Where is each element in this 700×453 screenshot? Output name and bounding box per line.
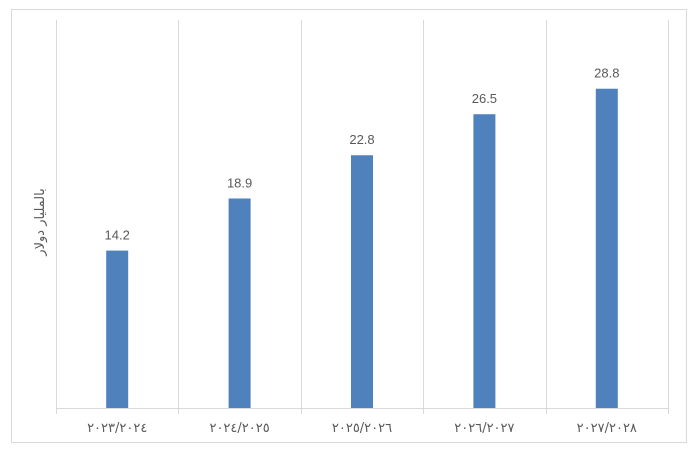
- bar: [228, 198, 251, 408]
- data-labels: 14.2 18.9 22.8 26.5 28.8: [105, 66, 620, 243]
- x-tick-label: ٢٠٢٦/٢٠٢٧: [454, 421, 514, 436]
- bars: [106, 88, 618, 408]
- bar: [595, 88, 618, 408]
- x-tick-label: ٢٠٢٥/٢٠٢٦: [332, 421, 392, 436]
- data-label: 28.8: [594, 66, 619, 81]
- data-label: 18.9: [227, 175, 252, 190]
- data-label: 26.5: [472, 91, 497, 106]
- x-tick-labels: ٢٠٢٣/٢٠٢٤ ٢٠٢٤/٢٠٢٥ ٢٠٢٥/٢٠٢٦ ٢٠٢٦/٢٠٢٧ ٢٠٢٧…: [87, 421, 637, 436]
- x-tick-label: ٢٠٢٣/٢٠٢٤: [87, 421, 147, 436]
- bar: [473, 114, 496, 408]
- y-axis-label: بالمليار دولار: [33, 188, 48, 256]
- data-label: 14.2: [105, 228, 130, 243]
- bar: [106, 250, 129, 408]
- gridlines: [56, 20, 669, 414]
- x-tick-label: ٢٠٢٧/٢٠٢٨: [577, 421, 637, 436]
- bar: [351, 155, 373, 408]
- x-tick-label: ٢٠٢٤/٢٠٢٥: [209, 421, 269, 436]
- data-label: 22.8: [349, 132, 374, 147]
